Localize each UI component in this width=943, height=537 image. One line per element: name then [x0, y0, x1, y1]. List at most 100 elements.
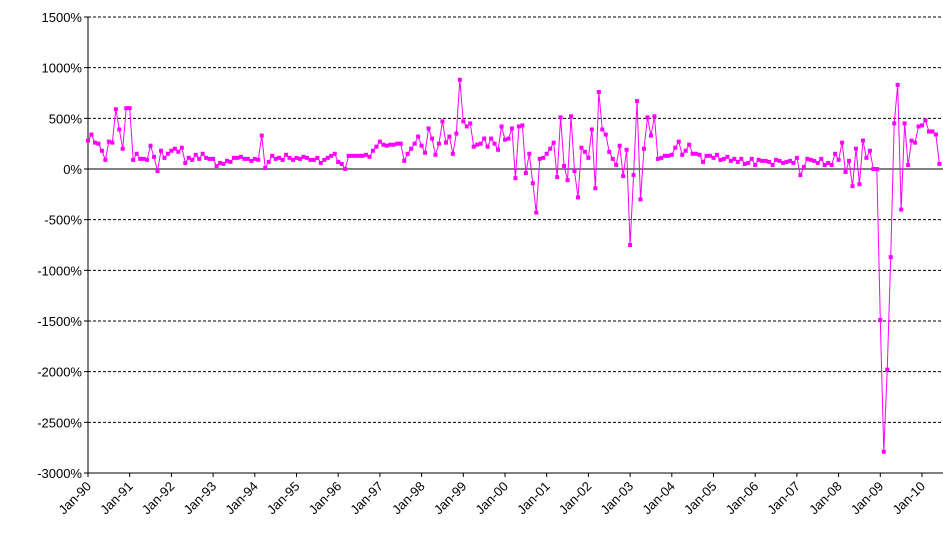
- y-tick-label: -1000%: [37, 263, 82, 278]
- data-point: [732, 156, 737, 161]
- x-tick-label: Jan-97: [347, 479, 386, 518]
- data-point: [284, 152, 289, 157]
- data-point: [659, 155, 664, 160]
- data-point: [714, 152, 719, 157]
- data-point: [617, 143, 622, 148]
- data-point: [204, 155, 209, 160]
- data-line: [87, 79, 940, 452]
- data-point: [388, 142, 393, 147]
- data-point: [364, 152, 368, 157]
- data-point: [120, 146, 125, 151]
- data-point: [464, 124, 469, 129]
- y-tick-label: -1500%: [37, 314, 82, 329]
- data-point: [308, 157, 313, 162]
- data-point: [923, 118, 928, 123]
- data-point: [169, 148, 174, 153]
- data-point: [864, 155, 869, 160]
- data-point: [294, 155, 299, 160]
- data-point: [770, 162, 775, 167]
- data-point: [718, 157, 723, 162]
- x-tick-label: Jan-08: [806, 479, 845, 518]
- data-point: [193, 152, 198, 157]
- data-point: [405, 151, 410, 156]
- data-point: [523, 171, 528, 176]
- x-tick-label: Jan-00: [472, 479, 511, 518]
- x-tick-label: Jan-92: [139, 479, 178, 518]
- data-point: [767, 159, 772, 164]
- data-point: [781, 160, 785, 165]
- data-point: [906, 162, 911, 167]
- data-point: [419, 143, 424, 148]
- data-point: [430, 136, 435, 141]
- data-point: [412, 141, 417, 146]
- data-point: [461, 119, 466, 124]
- data-point: [843, 170, 848, 175]
- data-point: [231, 155, 236, 160]
- data-point: [805, 156, 810, 161]
- data-point: [596, 89, 601, 94]
- data-point: [676, 139, 681, 144]
- data-point: [544, 151, 549, 156]
- x-tick-label: Jan-98: [389, 479, 428, 518]
- data-point: [631, 173, 636, 178]
- data-point: [666, 153, 671, 158]
- data-point: [266, 159, 271, 164]
- data-point: [548, 146, 553, 151]
- y-tick-label: -2000%: [37, 365, 82, 380]
- data-point: [200, 151, 205, 156]
- data-point: [746, 160, 751, 165]
- data-point: [357, 153, 362, 158]
- data-point: [450, 151, 455, 156]
- data-point: [117, 127, 122, 132]
- data-point: [263, 165, 268, 170]
- data-point: [384, 143, 389, 148]
- data-point: [673, 145, 678, 150]
- data-point: [141, 156, 146, 161]
- data-point: [794, 155, 799, 160]
- data-point: [391, 142, 396, 147]
- data-point: [395, 141, 400, 146]
- data-point: [704, 153, 709, 158]
- data-point: [277, 155, 282, 160]
- data-point: [801, 164, 806, 169]
- data-point: [402, 158, 407, 163]
- data-point: [860, 138, 865, 143]
- data-point: [225, 158, 229, 163]
- data-point: [377, 139, 382, 144]
- data-point: [426, 126, 431, 131]
- data-point: [436, 141, 441, 146]
- data-point: [680, 152, 685, 157]
- x-tick-label: Jan-09: [848, 479, 887, 518]
- data-point: [551, 140, 556, 145]
- data-point: [690, 151, 695, 156]
- data-point: [749, 156, 754, 161]
- data-point: [179, 145, 184, 150]
- data-point: [113, 107, 118, 112]
- data-point: [218, 160, 223, 165]
- data-point: [496, 147, 501, 152]
- data-point: [888, 255, 893, 260]
- data-point: [687, 142, 692, 147]
- data-point: [322, 157, 327, 162]
- data-point: [398, 141, 403, 146]
- x-tick-label: Jan-91: [97, 479, 136, 518]
- x-tick-label: Jan-04: [639, 479, 678, 518]
- data-point: [304, 155, 309, 160]
- data-point: [318, 160, 323, 165]
- data-point: [131, 157, 136, 162]
- data-point: [454, 131, 459, 136]
- data-point: [211, 156, 216, 161]
- data-point: [409, 146, 414, 151]
- x-tick-label: Jan-05: [681, 479, 720, 518]
- data-point: [662, 153, 667, 158]
- data-point: [509, 126, 514, 131]
- data-point: [370, 148, 375, 153]
- data-point: [697, 152, 702, 157]
- data-point: [652, 114, 657, 119]
- data-point: [899, 207, 904, 212]
- data-point: [541, 155, 546, 160]
- data-point: [259, 133, 264, 138]
- y-tick-label: 500%: [49, 111, 83, 126]
- data-point: [527, 151, 532, 156]
